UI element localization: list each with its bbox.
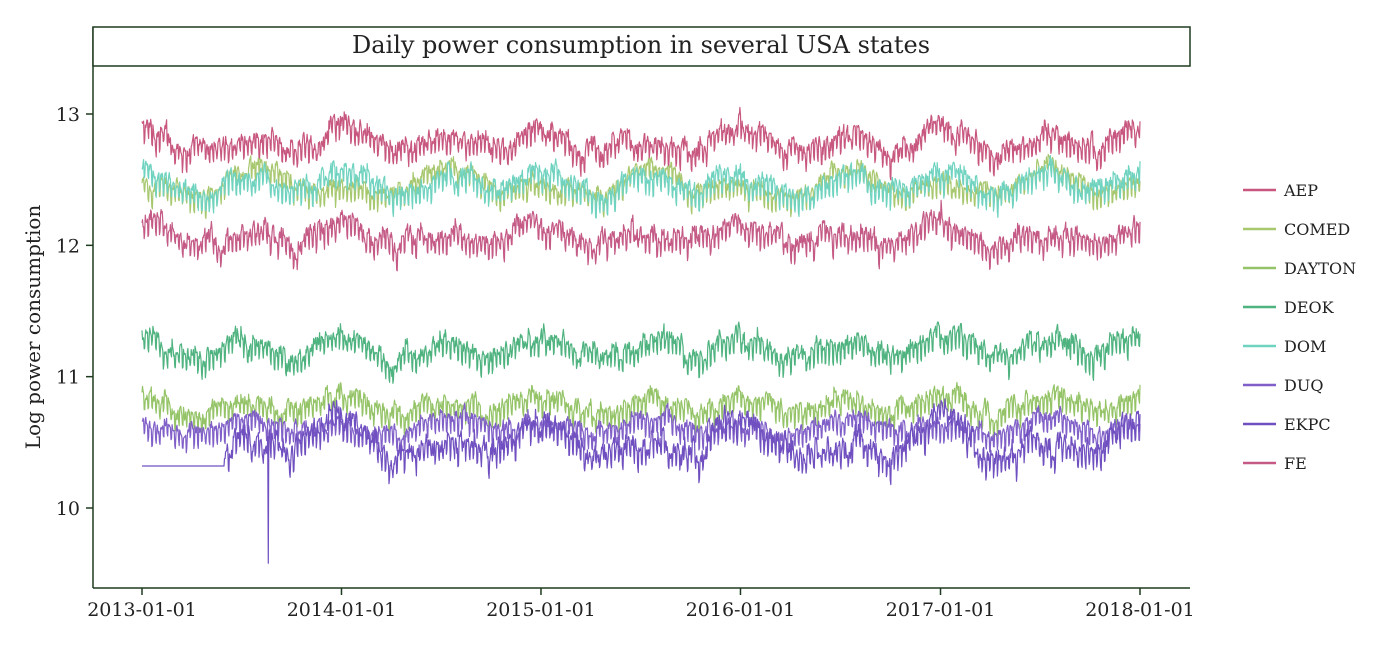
y-ticks: 10 11 12 13 (56, 104, 93, 520)
x-tick-label: 2013-01-01 (87, 599, 197, 621)
legend-label-dayton: DAYTON (1284, 259, 1356, 278)
x-ticks: 2013-01-01 2014-01-01 2015-01-01 2016-01-01… (87, 588, 1195, 621)
y-tick-label: 11 (56, 367, 80, 389)
title-box: Daily power consumption in several USA s… (92, 26, 1191, 67)
series-line-fe (141, 199, 1141, 272)
x-tick-label: 2016-01-01 (686, 599, 796, 621)
legend-label-duq: DUQ (1284, 376, 1323, 395)
legend-label-comed: COMED (1284, 220, 1350, 239)
y-axis-label: Log power consumption (21, 205, 45, 450)
legend-label-ekpc: EKPC (1284, 415, 1331, 434)
series-line-ekpc (141, 398, 1141, 564)
legend-label-fe: FE (1284, 454, 1307, 473)
x-tick-label: 2014-01-01 (287, 599, 397, 621)
x-tick-label: 2015-01-01 (486, 599, 596, 621)
x-tick-label: 2018-01-01 (1085, 599, 1195, 621)
series-line-dom (141, 155, 1141, 219)
series-line-aep (141, 106, 1141, 181)
y-tick-label: 13 (56, 104, 80, 126)
plot-area (92, 27, 1190, 589)
series-layer (141, 106, 1141, 564)
x-tick-label: 2017-01-01 (886, 599, 996, 621)
series-line-dayton (141, 381, 1141, 440)
series-line-deok (141, 321, 1141, 384)
legend-label-deok: DEOK (1284, 298, 1335, 317)
legend-label-aep: AEP (1283, 181, 1318, 200)
legend-label-dom: DOM (1284, 337, 1326, 356)
chart-title: Daily power consumption in several USA s… (352, 31, 930, 59)
y-tick-label: 12 (56, 235, 80, 257)
y-tick-label: 10 (56, 498, 80, 520)
legend: AEP COMED DAYTON DEOK DOM DUQ EKPC FE (1243, 181, 1356, 473)
